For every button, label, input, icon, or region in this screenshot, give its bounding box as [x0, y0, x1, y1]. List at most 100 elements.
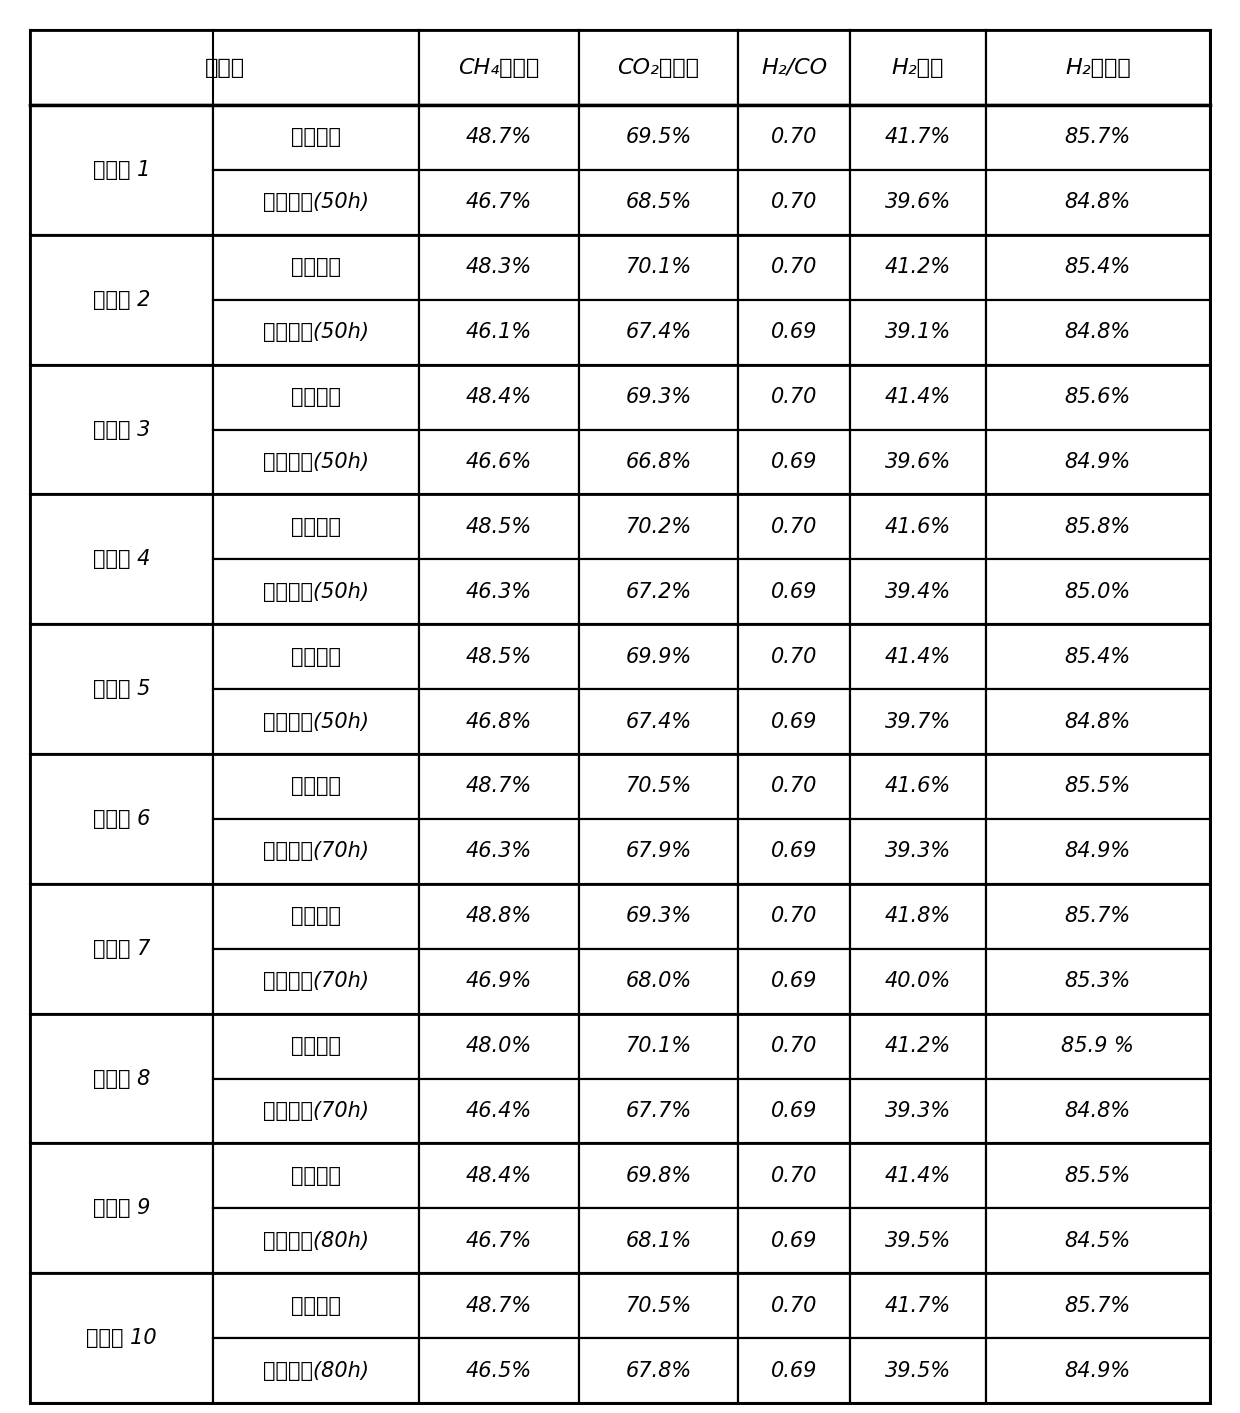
Text: 70.5%: 70.5%: [625, 777, 692, 797]
Text: 0.70: 0.70: [771, 257, 817, 277]
Text: 85.7%: 85.7%: [1065, 906, 1131, 927]
Bar: [419, 1338, 579, 1403]
Bar: [213, 625, 419, 690]
Bar: [419, 1078, 579, 1143]
Text: 39.4%: 39.4%: [885, 582, 951, 602]
Text: 46.4%: 46.4%: [466, 1101, 532, 1121]
Text: 69.3%: 69.3%: [625, 906, 692, 927]
Text: 84.8%: 84.8%: [1065, 1101, 1131, 1121]
Text: 0.70: 0.70: [771, 777, 817, 797]
Bar: [213, 300, 419, 365]
Bar: [419, 235, 579, 300]
Bar: [579, 1078, 738, 1143]
Bar: [579, 1338, 738, 1403]
Text: 70.5%: 70.5%: [625, 1296, 692, 1316]
Text: 起始状态: 起始状态: [291, 1296, 341, 1316]
Bar: [419, 1013, 579, 1078]
Bar: [986, 625, 1210, 690]
Bar: [419, 170, 579, 235]
Text: H₂产率: H₂产率: [892, 58, 944, 78]
Bar: [579, 430, 738, 495]
Bar: [579, 365, 738, 430]
Text: 41.6%: 41.6%: [885, 517, 951, 537]
Text: 起始状态: 起始状态: [291, 1036, 341, 1056]
Bar: [738, 690, 851, 755]
Bar: [419, 948, 579, 1013]
Text: 实施例 7: 实施例 7: [93, 938, 150, 958]
Bar: [30, 755, 213, 883]
Bar: [213, 235, 419, 300]
Text: 46.3%: 46.3%: [466, 582, 532, 602]
Text: 实施例 4: 实施例 4: [93, 550, 150, 569]
Bar: [419, 105, 579, 170]
Text: 终止状态(70h): 终止状态(70h): [263, 971, 370, 991]
Text: 39.6%: 39.6%: [885, 452, 951, 472]
Bar: [213, 820, 419, 883]
Bar: [579, 1143, 738, 1208]
Text: 84.8%: 84.8%: [1065, 712, 1131, 732]
Bar: [986, 755, 1210, 820]
Text: 46.8%: 46.8%: [466, 712, 532, 732]
Bar: [213, 690, 419, 755]
Text: 39.3%: 39.3%: [885, 1101, 951, 1121]
Bar: [213, 1078, 419, 1143]
Bar: [986, 300, 1210, 365]
Text: H₂/CO: H₂/CO: [761, 58, 827, 78]
Bar: [213, 755, 419, 820]
Text: 起始状态: 起始状态: [291, 387, 341, 407]
Text: 0.69: 0.69: [771, 1361, 817, 1381]
Text: 0.70: 0.70: [771, 647, 817, 667]
Text: 85.8%: 85.8%: [1065, 517, 1131, 537]
Bar: [213, 883, 419, 948]
Bar: [419, 883, 579, 948]
Bar: [213, 1013, 419, 1078]
Bar: [213, 1273, 419, 1338]
Bar: [579, 755, 738, 820]
Text: 起始状态: 起始状态: [291, 1166, 341, 1186]
Text: 85.4%: 85.4%: [1065, 257, 1131, 277]
Text: 48.7%: 48.7%: [466, 127, 532, 147]
Text: 85.5%: 85.5%: [1065, 1166, 1131, 1186]
Text: 起始状态: 起始状态: [291, 517, 341, 537]
Text: 起始状态: 起始状态: [291, 257, 341, 277]
Bar: [738, 170, 851, 235]
Bar: [851, 170, 986, 235]
Bar: [851, 30, 986, 105]
Bar: [986, 1143, 1210, 1208]
Text: 68.5%: 68.5%: [625, 192, 692, 212]
Bar: [851, 495, 986, 560]
Text: 48.3%: 48.3%: [466, 257, 532, 277]
Bar: [738, 1078, 851, 1143]
Bar: [851, 948, 986, 1013]
Bar: [738, 1013, 851, 1078]
Text: 85.5%: 85.5%: [1065, 777, 1131, 797]
Bar: [213, 365, 419, 430]
Text: 实施例 10: 实施例 10: [86, 1328, 156, 1348]
Bar: [213, 1208, 419, 1273]
Bar: [419, 755, 579, 820]
Text: 0.69: 0.69: [771, 1101, 817, 1121]
Bar: [851, 365, 986, 430]
Text: 41.4%: 41.4%: [885, 387, 951, 407]
Bar: [851, 1338, 986, 1403]
Bar: [851, 560, 986, 625]
Bar: [738, 30, 851, 105]
Bar: [579, 1273, 738, 1338]
Text: 0.70: 0.70: [771, 1036, 817, 1056]
Text: 84.8%: 84.8%: [1065, 192, 1131, 212]
Bar: [738, 755, 851, 820]
Bar: [579, 625, 738, 690]
Bar: [419, 365, 579, 430]
Text: 实施例 8: 实施例 8: [93, 1068, 150, 1088]
Bar: [579, 1208, 738, 1273]
Text: 48.4%: 48.4%: [466, 1166, 532, 1186]
Bar: [30, 30, 419, 105]
Bar: [738, 495, 851, 560]
Text: 41.4%: 41.4%: [885, 1166, 951, 1186]
Bar: [213, 560, 419, 625]
Text: 67.9%: 67.9%: [625, 841, 692, 862]
Bar: [419, 495, 579, 560]
Text: 0.70: 0.70: [771, 192, 817, 212]
Text: 终止状态(50h): 终止状态(50h): [263, 712, 370, 732]
Text: 85.4%: 85.4%: [1065, 647, 1131, 667]
